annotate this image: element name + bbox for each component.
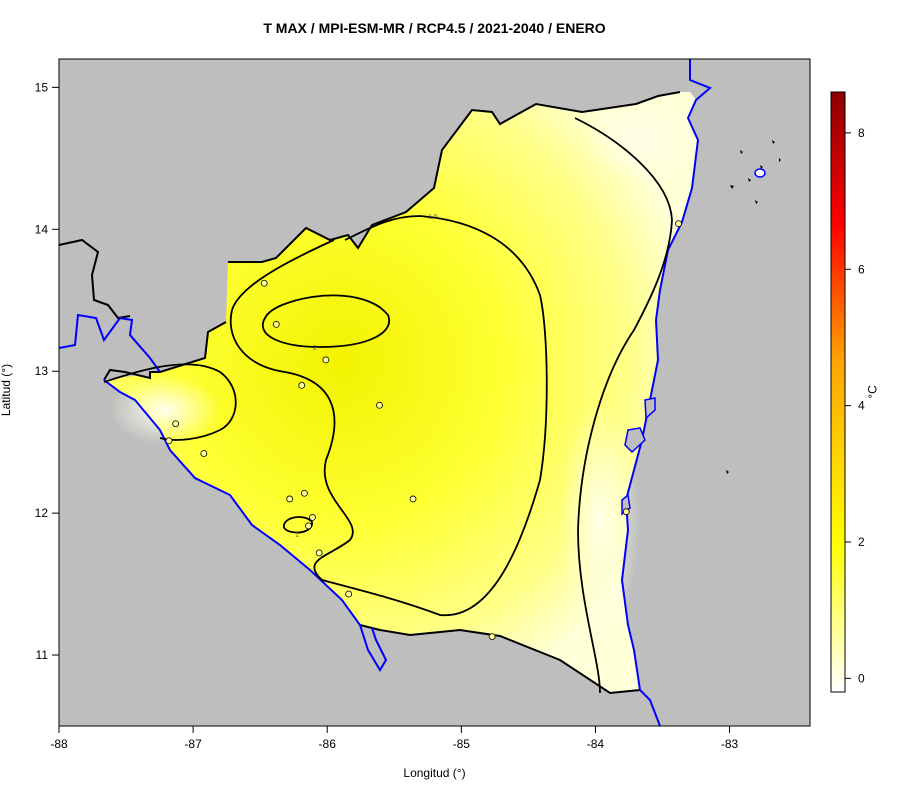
caribbean-coastline <box>620 59 712 726</box>
northeast-low-region <box>585 100 695 180</box>
colorbar-unit-label: °C <box>865 385 880 399</box>
x-tick-label: -84 <box>587 737 605 751</box>
contour-label-group: 1.5 2 1 <box>295 214 438 539</box>
station-point <box>322 356 330 364</box>
contour-1-west <box>103 363 237 441</box>
station-point <box>260 279 268 287</box>
x-tick-label: -83 <box>721 737 739 751</box>
contour-lines <box>103 117 673 694</box>
map-plot-area: 1.5 2 1 <box>59 59 810 726</box>
costa-rica-border <box>359 624 641 695</box>
contour-label: 1 <box>295 532 299 539</box>
colorbar-ticks: 0 2 4 6 8 <box>845 126 865 685</box>
x-tick-label: -87 <box>184 737 202 751</box>
y-tick-label: 14 <box>35 222 49 236</box>
nicaragua-region <box>104 92 698 693</box>
station-point <box>301 489 308 497</box>
honduras-border <box>59 91 681 320</box>
east-low-region <box>560 400 640 640</box>
y-tick-label: 15 <box>35 80 49 94</box>
station-point <box>309 513 316 521</box>
gulf-of-fonseca <box>103 321 227 381</box>
x-tick-label: -88 <box>50 737 68 751</box>
station-point <box>675 220 682 228</box>
contour-label: 1.5 <box>428 214 438 221</box>
station-point <box>165 437 173 445</box>
colorbar-tick-label: 6 <box>858 262 865 276</box>
station-point <box>376 401 383 409</box>
y-axis-label: Latitud (°) <box>0 363 13 417</box>
station-point <box>286 495 294 503</box>
corn-island <box>754 168 766 178</box>
station-point <box>298 382 306 389</box>
colorbar-tick-label: 2 <box>858 535 865 549</box>
contour-1-small <box>282 516 313 534</box>
x-axis-label: Longitud (°) <box>403 766 466 780</box>
y-axis: 11 12 13 14 15 <box>35 80 59 662</box>
contour-1-5-east <box>574 117 673 694</box>
caribbean-lagoons <box>621 397 656 516</box>
station-point <box>172 420 180 428</box>
contour-2-inner <box>262 294 391 348</box>
map-title: T MAX / MPI-ESM-MR / RCP4.5 / 2021-2040 … <box>263 20 606 36</box>
y-tick-label: 12 <box>35 506 49 520</box>
colorbar <box>830 91 846 693</box>
colorbar-tick-label: 4 <box>858 399 865 413</box>
y-tick-label: 11 <box>36 648 49 662</box>
x-axis: -88 -87 -86 -85 -84 -83 <box>50 726 739 751</box>
station-point <box>345 590 353 598</box>
station-point <box>488 633 496 640</box>
x-tick-label: -86 <box>319 737 337 751</box>
contour-label: 2 <box>313 345 317 352</box>
station-point <box>305 522 312 530</box>
x-tick-label: -85 <box>453 737 471 751</box>
plot-frame <box>58 58 811 727</box>
station-point <box>200 450 208 457</box>
pacific-coastline <box>59 313 388 672</box>
station-markers <box>165 220 682 640</box>
colorbar-tick-label: 0 <box>858 671 865 685</box>
station-point <box>272 320 280 328</box>
contour-2-upper <box>229 215 548 616</box>
station-point <box>622 508 630 516</box>
station-point <box>315 549 323 557</box>
colorbar-tick-label: 8 <box>858 126 865 140</box>
west-low-region <box>110 375 220 445</box>
station-point <box>409 495 417 503</box>
y-tick-label: 13 <box>35 364 49 378</box>
